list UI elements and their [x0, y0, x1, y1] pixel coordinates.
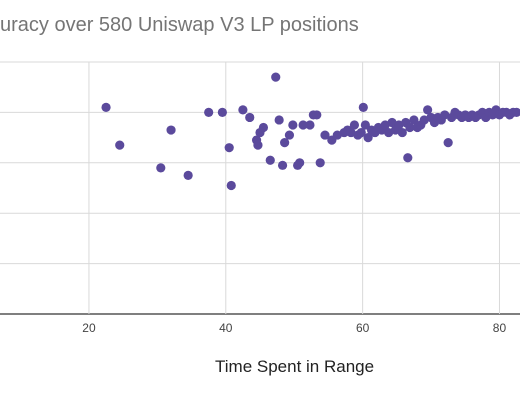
data-point: [397, 127, 407, 138]
data-point: [156, 163, 166, 173]
data-point: [298, 120, 308, 130]
data-point: [403, 153, 413, 163]
data-point: [280, 138, 290, 148]
x-tick-label: 20: [82, 321, 96, 335]
data-point: [356, 127, 366, 138]
data-point: [315, 158, 325, 168]
data-point: [288, 120, 298, 130]
data-point: [271, 72, 281, 82]
data-point: [277, 160, 288, 170]
data-point: [443, 138, 453, 148]
data-point: [183, 170, 193, 180]
data-point: [349, 120, 360, 130]
data-point: [358, 102, 368, 112]
data-point: [312, 110, 322, 120]
data-point: [226, 180, 236, 191]
data-point: [238, 105, 248, 115]
data-point: [217, 107, 227, 117]
data-point: [245, 112, 255, 123]
data-point: [166, 125, 176, 135]
data-point: [405, 122, 415, 133]
data-point: [204, 107, 214, 117]
data-point: [224, 143, 234, 153]
data-point: [274, 115, 284, 125]
data-point: [360, 120, 370, 130]
chart-title: uracy over 580 Uniswap V3 LP positions: [0, 14, 359, 36]
data-point: [363, 133, 373, 143]
data-point: [101, 102, 111, 112]
data-point: [265, 155, 275, 165]
data-point: [115, 140, 125, 150]
x-tick-label: 60: [356, 321, 370, 335]
data-point: [423, 105, 433, 115]
data-point: [295, 158, 305, 168]
x-axis-label: Time Spent in Range: [215, 357, 375, 376]
data-point: [320, 130, 330, 140]
x-tick-label: 40: [219, 321, 233, 335]
data-point: [305, 120, 315, 130]
data-point: [511, 107, 520, 117]
data-point: [253, 140, 263, 150]
data-point: [258, 122, 269, 133]
data-point: [409, 115, 419, 125]
x-tick-label: 80: [493, 321, 507, 335]
data-point: [284, 130, 295, 140]
